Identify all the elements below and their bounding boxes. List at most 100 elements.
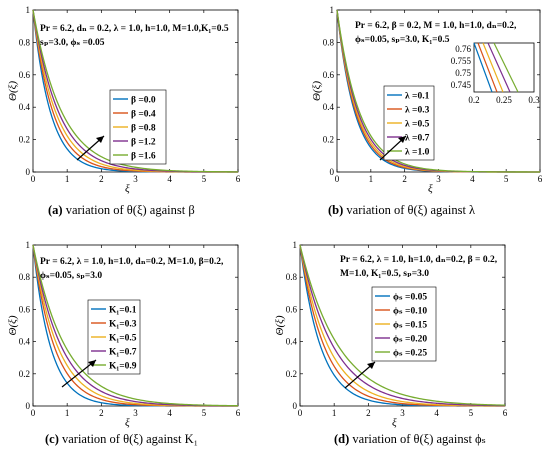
x-tick-label: 1 (65, 408, 70, 418)
x-tick-label: 5 (202, 408, 207, 418)
caption: (b) variation of θ(ξ) against λ (328, 203, 475, 217)
y-tick-label: 0.4 (19, 102, 31, 112)
annotation-line-2: M=1.0, K₁=0.5, sₚ=3.0 (340, 269, 429, 279)
x-tick-label: 3 (436, 174, 441, 184)
trend-arrow (379, 135, 407, 161)
panel-b: 0 1 2 3 4 5 6 0 0.2 0.4 0.6 0.8 1 ξ Θ(ξ) Pr = 6.2, β =… (311, 5, 543, 217)
x-tick-label: 0 (335, 174, 340, 184)
x-tick-label: 4 (167, 174, 172, 184)
y-tick-label: 0.2 (286, 369, 297, 379)
x-tick-label: 0 (31, 174, 36, 184)
x-tick-label: 0 (298, 408, 303, 418)
y-tick-label: 0.6 (19, 304, 31, 314)
x-tick-label: 2 (99, 408, 104, 418)
x-tick-label: 0 (31, 408, 36, 418)
y-tick-label: 0 (330, 167, 335, 177)
x-tick-label: 2 (366, 408, 371, 418)
y-tick-label: 0.4 (19, 337, 31, 347)
legend: λ =0.1 λ =0.3 λ =0.5 λ =0.7 λ =1.0 (383, 85, 435, 161)
caption: (c) variation of θ(ξ) against K₁ (45, 432, 198, 446)
annotation-line-2: sₚ=3.0, ϕₛ =0.05 (40, 38, 105, 48)
x-tick-label: 5 (469, 408, 474, 418)
y-tick-label: 1 (26, 5, 31, 15)
y-tick-label: 0.6 (323, 70, 335, 80)
legend-entry: λ =0.1 (405, 92, 430, 102)
annotation-line-1: Pr = 6.2, λ = 1.0, h=1.0, dₙ=0.2, M=1.0,… (40, 257, 224, 267)
series-line (32, 244, 239, 407)
inset-line (473, 42, 493, 93)
y-tick-label: 0 (293, 401, 298, 411)
x-tick-label: 3 (400, 408, 405, 418)
x-tick-label: 2 (402, 174, 407, 184)
y-tick-label: 0 (26, 401, 31, 411)
y-tick-label: 0.2 (19, 135, 30, 145)
inset-xtick: 0.25 (496, 95, 512, 105)
legend-entry: ϕₛ =0.10 (393, 307, 427, 317)
y-axis-label: Θ(ξ) (274, 315, 286, 335)
legend-entry: ϕₛ =0.25 (393, 349, 427, 359)
legend-entry: β =1.2 (131, 138, 156, 148)
inset-curves (473, 42, 519, 93)
legend-entry: λ =0.7 (405, 134, 430, 144)
x-tick-label: 6 (538, 174, 543, 184)
series-line (299, 244, 506, 407)
legend-entry: ϕₛ =0.15 (393, 321, 427, 331)
x-tick-label: 2 (99, 174, 104, 184)
inset-line (482, 42, 504, 93)
panel-a: 0 1 2 3 4 5 6 0 0.2 0.4 0.6 0.8 1 ξ Θ(ξ) Pr = 6.2, dₙ … (7, 5, 241, 217)
x-tick-label: 6 (236, 174, 241, 184)
caption: (a) variation of θ(ξ) against β (48, 203, 195, 217)
legend-entry: β =0.0 (131, 96, 156, 106)
x-tick-label: 4 (434, 408, 439, 418)
legend-entry: β =0.8 (131, 124, 156, 134)
legend-entry: K₁=0.3 (109, 320, 137, 330)
caption: (d) variation of θ(ξ) against ϕₛ (334, 432, 486, 446)
x-tick-label: 4 (167, 408, 172, 418)
y-tick-label: 0.6 (19, 70, 31, 80)
series-line (299, 244, 506, 406)
x-tick-label: 5 (202, 174, 207, 184)
x-axis-label: ξ (125, 417, 130, 429)
y-tick-label: 0.8 (19, 37, 31, 47)
y-tick-label: 0.4 (286, 337, 298, 347)
trend-arrow (76, 135, 105, 161)
legend-entry: K₁=0.5 (109, 334, 137, 344)
x-tick-label: 3 (133, 174, 138, 184)
inset-ytick: 0.755 (451, 56, 472, 66)
plot-area: 0 1 2 3 4 5 6 0 0.2 0.4 0.6 0.8 1 ξ Θ(ξ) (311, 5, 543, 195)
x-tick-label: 1 (369, 174, 374, 184)
plot-area: 0 1 2 3 4 5 6 0 0.2 0.4 0.6 0.8 1 ξ Θ(ξ) (7, 240, 241, 429)
y-axis-label: Θ(ξ) (311, 81, 323, 101)
y-axis-label: Θ(ξ) (7, 81, 19, 101)
trend-arrow (344, 361, 376, 389)
legend: ϕₛ =0.05 ϕₛ =0.10 ϕₛ =0.15 ϕₛ =0.20 ϕₛ =0.25 (371, 286, 437, 362)
x-tick-label: 5 (504, 174, 509, 184)
annotation-line-2: ϕₛ=0.05, sₚ=3.0, K₁=0.5 (355, 35, 450, 45)
plot-area: 0 1 2 3 4 5 6 0 0.2 0.4 0.6 0.8 1 ξ Θ(ξ) (274, 240, 508, 429)
x-tick-label: 4 (470, 174, 475, 184)
y-tick-label: 0.4 (323, 102, 335, 112)
legend-entry: β =0.4 (131, 110, 156, 120)
y-tick-label: 0.8 (323, 37, 335, 47)
x-axis-label: ξ (125, 183, 130, 195)
series-line (32, 9, 238, 173)
inset-ytick: 0.745 (451, 80, 472, 90)
inset-plot: 0.76 0.755 0.75 0.745 0.2 0.25 0.3 (451, 42, 540, 105)
legend-entry: ϕₛ =0.20 (393, 335, 427, 345)
y-tick-label: 0 (26, 167, 31, 177)
trend-arrow (61, 359, 97, 388)
y-tick-label: 0.2 (19, 369, 30, 379)
legend-entry: K₁=0.1 (109, 306, 137, 316)
x-axis-label: ξ (392, 417, 397, 429)
legend-entry: β =1.6 (131, 152, 156, 162)
inset-line (477, 42, 498, 93)
annotation-line-1: Pr = 6.2, β = 0.2, M = 1.0, h=1.0, dₙ=0.… (355, 21, 517, 31)
y-axis-label: Θ(ξ) (7, 315, 19, 335)
annotation-line-1: Pr = 6.2, dₙ = 0.2, λ = 1.0, h=1.0, M=1.… (40, 24, 229, 34)
legend: β =0.0 β =0.4 β =0.8 β =1.2 β =1.6 (109, 89, 167, 165)
x-tick-label: 6 (236, 408, 241, 418)
panel-c: 0 1 2 3 4 5 6 0 0.2 0.4 0.6 0.8 1 ξ Θ(ξ) Pr = 6.2, λ =… (7, 240, 241, 446)
y-tick-label: 1 (26, 240, 31, 250)
y-tick-label: 1 (293, 240, 298, 250)
